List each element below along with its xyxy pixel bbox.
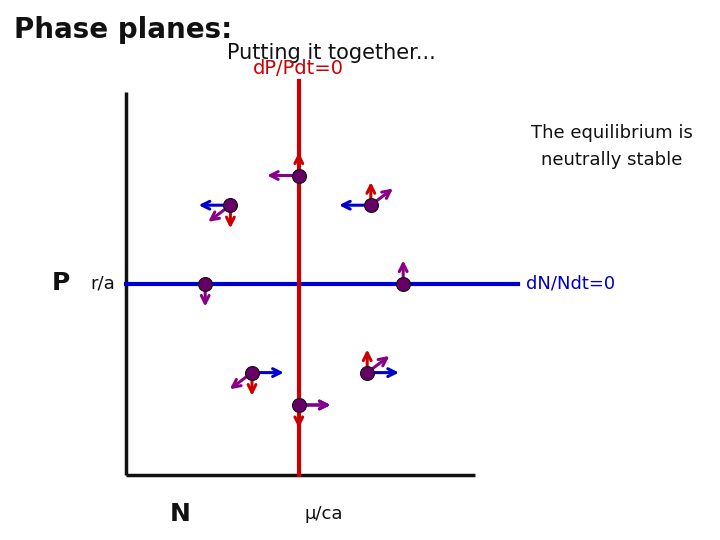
Text: N: N — [170, 502, 190, 526]
Text: dN/Ndt=0: dN/Ndt=0 — [526, 274, 615, 293]
Text: μ/ca: μ/ca — [305, 505, 343, 523]
Text: Putting it together...: Putting it together... — [227, 43, 436, 63]
Text: P: P — [52, 272, 71, 295]
Text: Phase planes:: Phase planes: — [14, 16, 233, 44]
Text: The equilibrium is
neutrally stable: The equilibrium is neutrally stable — [531, 124, 693, 168]
Text: dP/Pdt=0: dP/Pdt=0 — [253, 59, 344, 78]
Text: r/a: r/a — [91, 274, 115, 293]
